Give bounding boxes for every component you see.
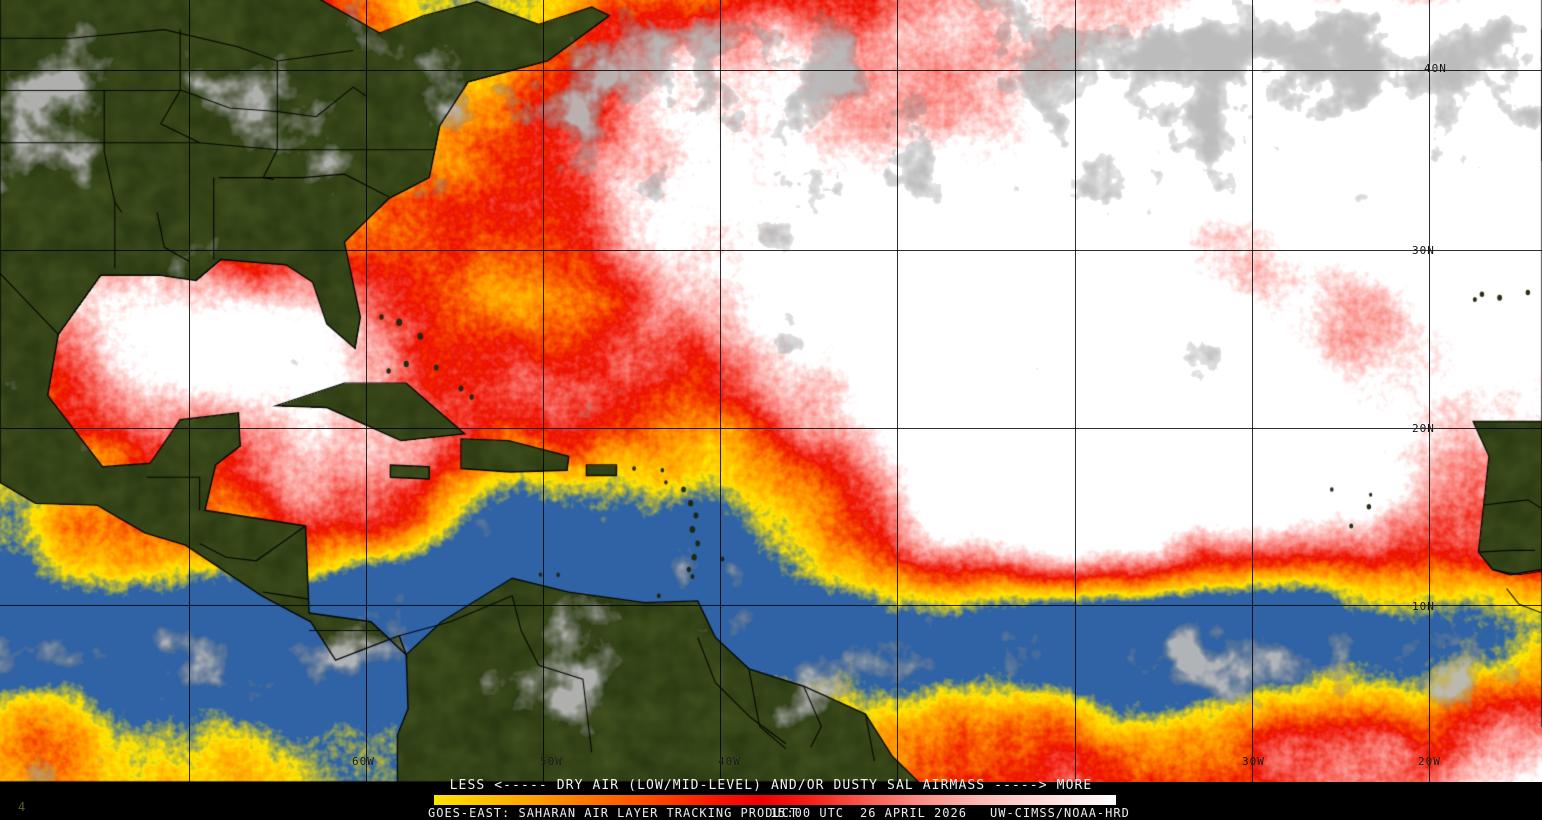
footer-time: 15:00 UTC — [770, 806, 845, 820]
footer-bar: LESS <----- DRY AIR (LOW/MID-LEVEL) AND/… — [0, 778, 1542, 820]
footer-date: 26 APRIL 2026 — [860, 806, 967, 820]
corner-index-label: 4 — [18, 800, 26, 814]
colorbar-gradient — [434, 795, 1116, 805]
footer-product-label: GOES-EAST: SAHARAN AIR LAYER TRACKING PR… — [428, 806, 799, 820]
satellite-map: 40N 30N 20N 10N 60W 50W 40W 30W 20W — [0, 0, 1542, 782]
colorbar-caption: LESS <----- DRY AIR (LOW/MID-LEVEL) AND/… — [449, 778, 1093, 793]
footer-credit: UW-CIMSS/NOAA-HRD — [990, 806, 1130, 820]
satellite-imagery-canvas — [0, 0, 1542, 782]
